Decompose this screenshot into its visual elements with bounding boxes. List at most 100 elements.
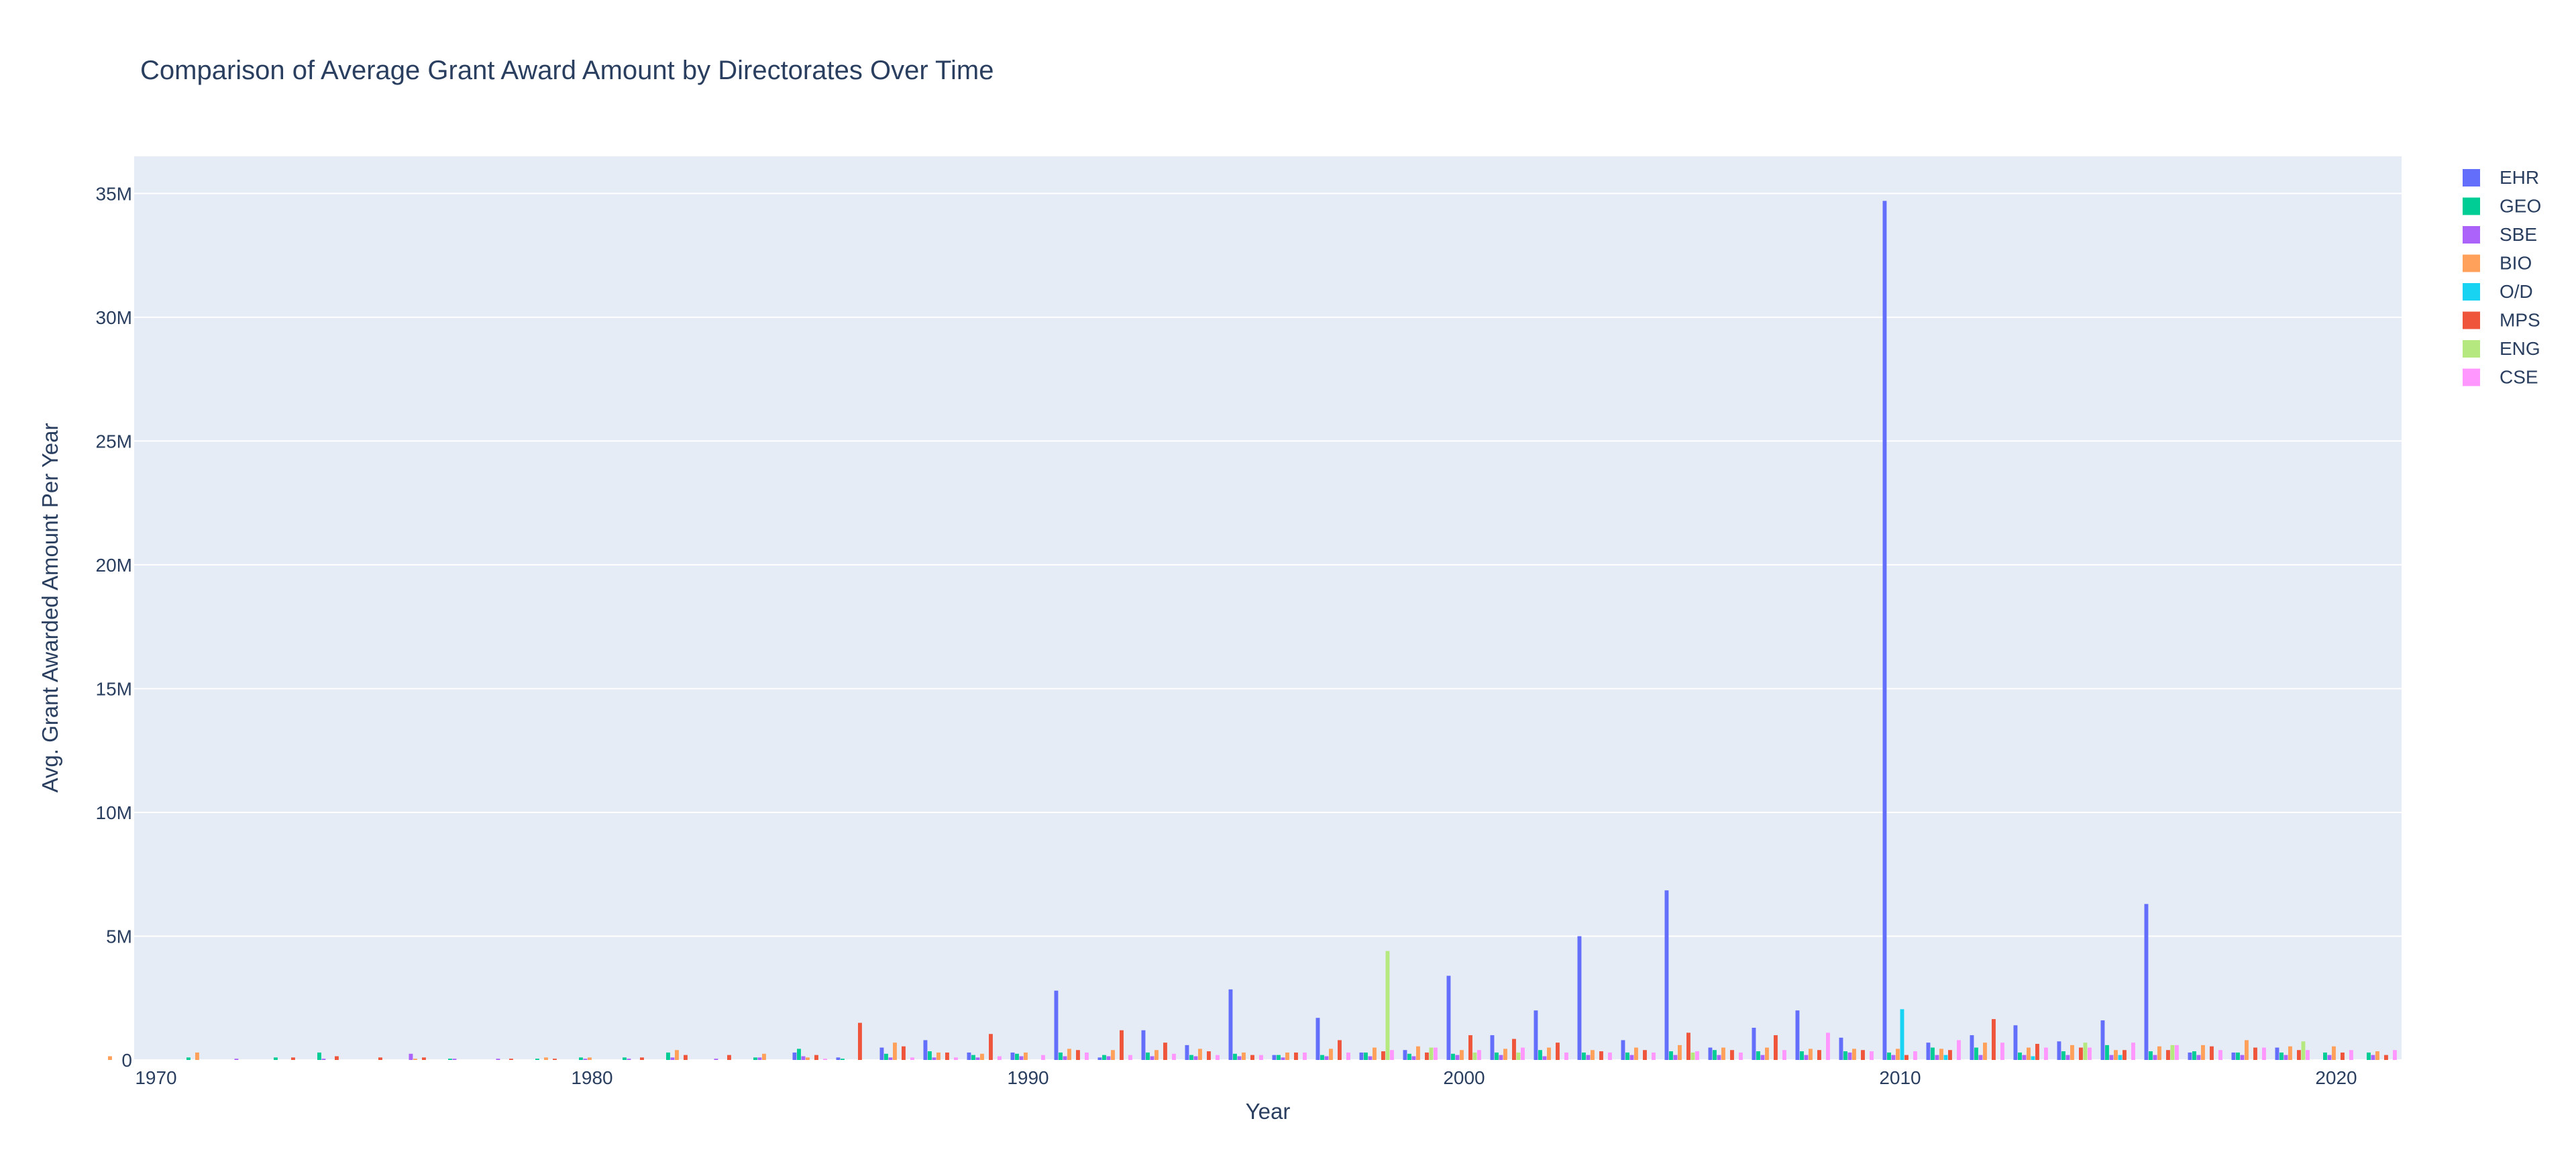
bar-bio-2006 xyxy=(1721,1047,1725,1060)
legend-label[interactable]: CSE xyxy=(2500,367,2538,388)
legend-label[interactable]: ENG xyxy=(2500,338,2540,359)
legend-swatch xyxy=(2463,340,2480,358)
bar-ehr-1995 xyxy=(1228,989,1233,1060)
bar-bio-2011 xyxy=(1939,1049,1943,1060)
bar-cse-2021 xyxy=(2393,1050,2397,1060)
bar-sbe-1995 xyxy=(1237,1056,1242,1060)
bar-geo-2006 xyxy=(1713,1050,1717,1060)
plot-area xyxy=(134,156,2402,1060)
bar-cse-1999 xyxy=(1434,1047,1438,1060)
legend-label[interactable]: EHR xyxy=(2500,167,2539,188)
bar-sbe-1990 xyxy=(1019,1056,1024,1060)
bar-cse-2000 xyxy=(1477,1050,1481,1060)
bar-ehr-2008 xyxy=(1795,1010,1800,1060)
bar-mps-2020 xyxy=(2341,1052,2345,1060)
bar-sbe-1992 xyxy=(1106,1056,1111,1060)
bar-sbe-2008 xyxy=(1804,1055,1809,1060)
bar-cse-2005 xyxy=(1695,1051,1699,1060)
bar-ehr-1998 xyxy=(1359,1052,1364,1060)
bar-mps-1979 xyxy=(553,1059,557,1060)
bar-cse-2002 xyxy=(1564,1052,1568,1060)
bar-sbe-1980 xyxy=(583,1059,588,1060)
bar-cse-1992 xyxy=(1128,1055,1132,1060)
legend-label[interactable]: SBE xyxy=(2500,224,2537,245)
bar-cse-2012 xyxy=(2000,1043,2004,1060)
bar-ehr-1999 xyxy=(1403,1050,1407,1060)
bar-sbe-2000 xyxy=(1455,1055,1460,1060)
bar-ehr-2009 xyxy=(1839,1037,1843,1060)
bar-ehr-2013 xyxy=(2013,1025,2018,1060)
bar-bio-2016 xyxy=(2157,1046,2161,1060)
bar-sbe-2011 xyxy=(1935,1055,1939,1060)
bar-geo-1997 xyxy=(1320,1055,1324,1060)
bar-mps-1981 xyxy=(640,1057,644,1060)
bar-geo-1979 xyxy=(535,1059,539,1060)
bar-bio-2018 xyxy=(2245,1040,2249,1060)
bar-bio-1982 xyxy=(675,1050,679,1060)
bar-ehr-2012 xyxy=(1970,1035,1974,1060)
bar-geo-2008 xyxy=(1800,1051,1804,1060)
bar-sbe-2009 xyxy=(1847,1052,1852,1060)
bar-cse-2015 xyxy=(2131,1043,2135,1060)
bar-cse-2013 xyxy=(2044,1047,2048,1060)
bar-mps-2002 xyxy=(1556,1043,1560,1060)
legend-swatch xyxy=(2463,283,2480,301)
bar-cse-1995 xyxy=(1259,1055,1263,1060)
bar-mps-2005 xyxy=(1686,1032,1690,1060)
bar-bio-1984 xyxy=(762,1053,766,1060)
bar-ehr-2015 xyxy=(2100,1020,2105,1060)
bar-cse-2020 xyxy=(2349,1050,2353,1060)
bar-geo-1995 xyxy=(1233,1053,1237,1060)
bar-geo-2014 xyxy=(2061,1051,2065,1060)
bar-ehr-1991 xyxy=(1054,990,1059,1060)
bar-mps-1987 xyxy=(902,1046,906,1060)
bar-mps-1978 xyxy=(509,1059,513,1060)
bar-mps-1989 xyxy=(989,1034,993,1060)
y-axis-title: Avg. Grant Awarded Amount Per Year xyxy=(38,423,62,793)
bar-cse-2011 xyxy=(1957,1040,1961,1060)
bar-geo-1993 xyxy=(1146,1052,1150,1060)
bar-geo-1991 xyxy=(1059,1052,1063,1060)
bar-od-2013 xyxy=(2031,1056,2035,1060)
bar-sbe-2007 xyxy=(1760,1055,1765,1060)
x-axis-ticks: 1970 1980 1990 2000 2010 2020 xyxy=(135,1067,2357,1088)
bar-mps-1985 xyxy=(814,1055,818,1060)
bar-geo-1992 xyxy=(1102,1055,1106,1060)
bar-ehr-2006 xyxy=(1708,1047,1713,1060)
bar-cse-1985 xyxy=(823,1059,827,1060)
bar-geo-2001 xyxy=(1495,1052,1499,1060)
x-tick-label: 2020 xyxy=(2315,1067,2357,1088)
bar-sbe-2019 xyxy=(2284,1055,2288,1060)
bar-sbe-2016 xyxy=(2153,1055,2157,1060)
bar-geo-2010 xyxy=(1887,1052,1891,1060)
x-tick-label: 1970 xyxy=(135,1067,176,1088)
bar-bio-1996 xyxy=(1285,1052,1289,1060)
bar-geo-1982 xyxy=(666,1052,670,1060)
bar-geo-2013 xyxy=(2018,1052,2022,1060)
legend-label[interactable]: BIO xyxy=(2500,253,2532,274)
bar-mps-2014 xyxy=(2079,1047,2083,1060)
bar-bio-2017 xyxy=(2201,1045,2205,1060)
bar-sbe-1989 xyxy=(975,1057,980,1060)
bar-bio-1998 xyxy=(1373,1047,1377,1060)
bar-ehr-2016 xyxy=(2144,904,2149,1060)
bar-sbe-1977 xyxy=(452,1059,457,1060)
bar-ehr-2018 xyxy=(2231,1052,2236,1060)
bar-sbe-1972 xyxy=(234,1059,239,1060)
legend-label[interactable]: MPS xyxy=(2500,310,2540,331)
bar-sbe-2010 xyxy=(1891,1055,1896,1060)
legend-label[interactable]: GEO xyxy=(2500,196,2541,217)
bar-geo-1989 xyxy=(971,1055,975,1060)
bar-eng-1998 xyxy=(1385,951,1390,1060)
bar-bio-1985 xyxy=(806,1057,810,1060)
bar-ehr-2001 xyxy=(1490,1035,1495,1060)
bar-mps-1998 xyxy=(1381,1051,1385,1060)
bar-geo-1974 xyxy=(317,1052,321,1060)
bar-geo-1998 xyxy=(1364,1052,1368,1060)
legend-label[interactable]: O/D xyxy=(2500,281,2533,302)
bar-od-2011 xyxy=(1943,1055,1948,1060)
bar-eng-2005 xyxy=(1690,1052,1695,1060)
y-tick-label: 30M xyxy=(96,307,132,328)
bar-geo-2009 xyxy=(1843,1051,1847,1060)
